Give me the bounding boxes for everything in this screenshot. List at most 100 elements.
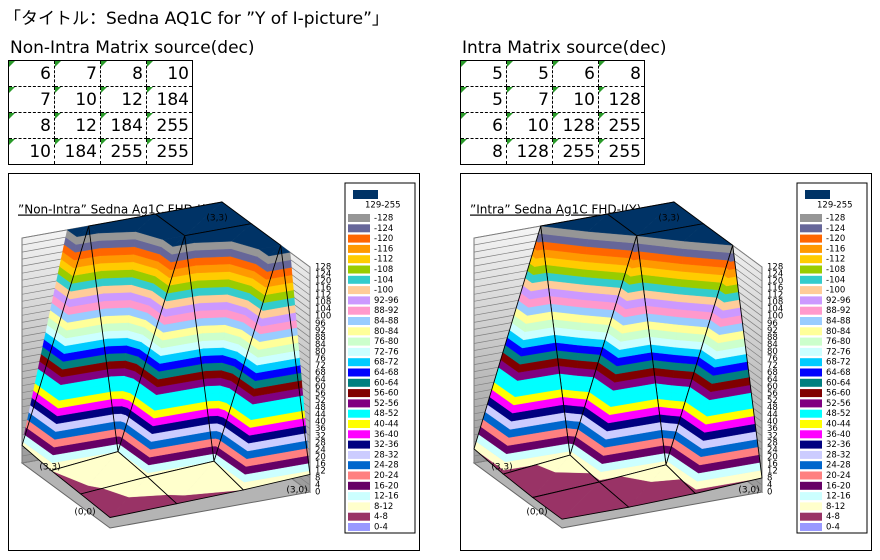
z-tick-label: 88: [767, 333, 778, 343]
matrix-cell: 8: [460, 138, 507, 165]
legend-swatch: [348, 358, 370, 367]
z-tick-label: 92: [315, 326, 326, 336]
legend-label: 12-16: [826, 492, 851, 502]
legend-swatch: [800, 275, 822, 284]
legend-label: -124: [826, 224, 845, 234]
matrix-row: 7 10 12 184: [8, 86, 193, 113]
legend-label: 0-4: [374, 523, 388, 533]
matrix-cell: 184: [100, 112, 147, 139]
z-tick-label: 128: [767, 263, 783, 273]
legend-label: 64-68: [826, 368, 851, 378]
matrix-row: 6 10 128 255: [460, 112, 645, 139]
surface-mesh: [79, 476, 178, 518]
legend-label: -112: [374, 255, 393, 265]
matrix-cell: 10: [552, 86, 599, 113]
z-tick-label: 52: [315, 396, 326, 406]
contour-band: [200, 309, 227, 319]
contour-band: [198, 286, 229, 296]
contour-band: [205, 369, 222, 379]
z-tick-label: 20: [767, 452, 778, 462]
legend-label: 68-72: [374, 358, 399, 368]
legend-swatch: [348, 389, 370, 398]
legend-label: 76-80: [374, 337, 399, 347]
z-tick-label: 128: [315, 263, 331, 273]
z-tick-label: 12: [767, 466, 778, 476]
contour-band: [200, 316, 226, 326]
z-tick-label: 4: [315, 480, 320, 490]
surface-chart: ”Intra” Sedna Ag1C FHD-I(Y)0481216202428…: [460, 173, 872, 551]
legend-swatch: [800, 523, 822, 531]
legend-swatch: [800, 306, 822, 315]
legend-label: -120: [826, 234, 845, 244]
contour-band: [574, 382, 592, 393]
z-tick-label: 52: [767, 396, 778, 406]
surface-mesh: [531, 481, 630, 520]
legend-swatch: [348, 420, 370, 428]
legend-label: 92-96: [826, 296, 851, 306]
contour-band: [535, 249, 545, 259]
matrix-cell: 7: [54, 60, 101, 87]
legend-swatch: [348, 317, 370, 325]
contour-band: [112, 398, 123, 407]
legend-swatch: [800, 492, 822, 501]
contour-band: [112, 390, 124, 400]
contour-band: [208, 407, 219, 417]
contour-band: [197, 278, 229, 289]
legend-label: 28-32: [826, 450, 851, 460]
legend-label: 60-64: [374, 378, 399, 388]
contour-band: [202, 339, 225, 349]
z-tick-label: 104: [767, 305, 783, 315]
legend-swatch: [348, 337, 370, 346]
contour-band: [102, 284, 132, 294]
legend-label: 88-92: [374, 306, 399, 316]
contour-band: [659, 414, 671, 424]
z-tick-label: 40: [315, 417, 326, 427]
legend-label: 24-28: [826, 461, 851, 471]
legend-label: 28-32: [374, 450, 399, 460]
axis-corner-label: (3,3): [39, 463, 60, 473]
z-tick-label: 36: [767, 424, 778, 434]
contour-band: [114, 413, 122, 422]
legend-swatch: [353, 190, 378, 199]
contour-band: [110, 367, 126, 377]
z-tick-label: 116: [767, 284, 783, 294]
z-tick-label: 92: [767, 326, 778, 336]
legend-label: 48-52: [374, 409, 399, 419]
z-tick-label: 72: [315, 361, 326, 371]
legend-label: 52-56: [374, 399, 399, 409]
legend-swatch: [800, 430, 822, 439]
matrix-cell: 10: [146, 60, 193, 87]
matrix-cell: 6: [8, 60, 55, 87]
z-tick-label: 44: [767, 410, 778, 420]
matrix-table: 5 5 6 8 5 7 10 128 6 10 128 255 8 128 255 255: [460, 60, 645, 165]
z-tick-label: 16: [315, 459, 326, 469]
matrix-cell: 10: [506, 112, 553, 139]
z-tick-label: 108: [767, 298, 783, 308]
axis-corner-label: (3,3): [658, 214, 679, 224]
legend-label: -108: [374, 265, 393, 275]
matrix-cell: 184: [54, 138, 101, 165]
axis-corner-label: (3,0): [738, 486, 759, 496]
z-tick-label: 76: [315, 354, 326, 364]
legend-label: -116: [374, 244, 393, 254]
matrix-row: 6 7 8 10: [8, 60, 193, 87]
legend-swatch: [348, 275, 370, 284]
z-tick-label: 64: [767, 375, 778, 385]
legend-label: -104: [826, 275, 845, 285]
legend-swatch: [348, 255, 370, 264]
contour-band: [103, 292, 132, 302]
contour-band: [106, 322, 129, 332]
legend-label: -128: [826, 214, 845, 224]
z-tick-label: 124: [315, 270, 331, 280]
z-tick-label: 0: [767, 488, 772, 498]
legend-swatch: [800, 481, 822, 490]
legend-label: 72-76: [374, 347, 399, 357]
legend-label: 4-8: [826, 512, 840, 522]
axis-corner-label: (3,3): [206, 214, 227, 224]
legend-swatch: [800, 244, 822, 253]
legend-swatch: [800, 420, 822, 428]
legend-label: 8-12: [374, 502, 393, 512]
legend-swatch: [800, 440, 822, 449]
legend-swatch: [348, 409, 370, 418]
legend-swatch: [800, 461, 822, 470]
